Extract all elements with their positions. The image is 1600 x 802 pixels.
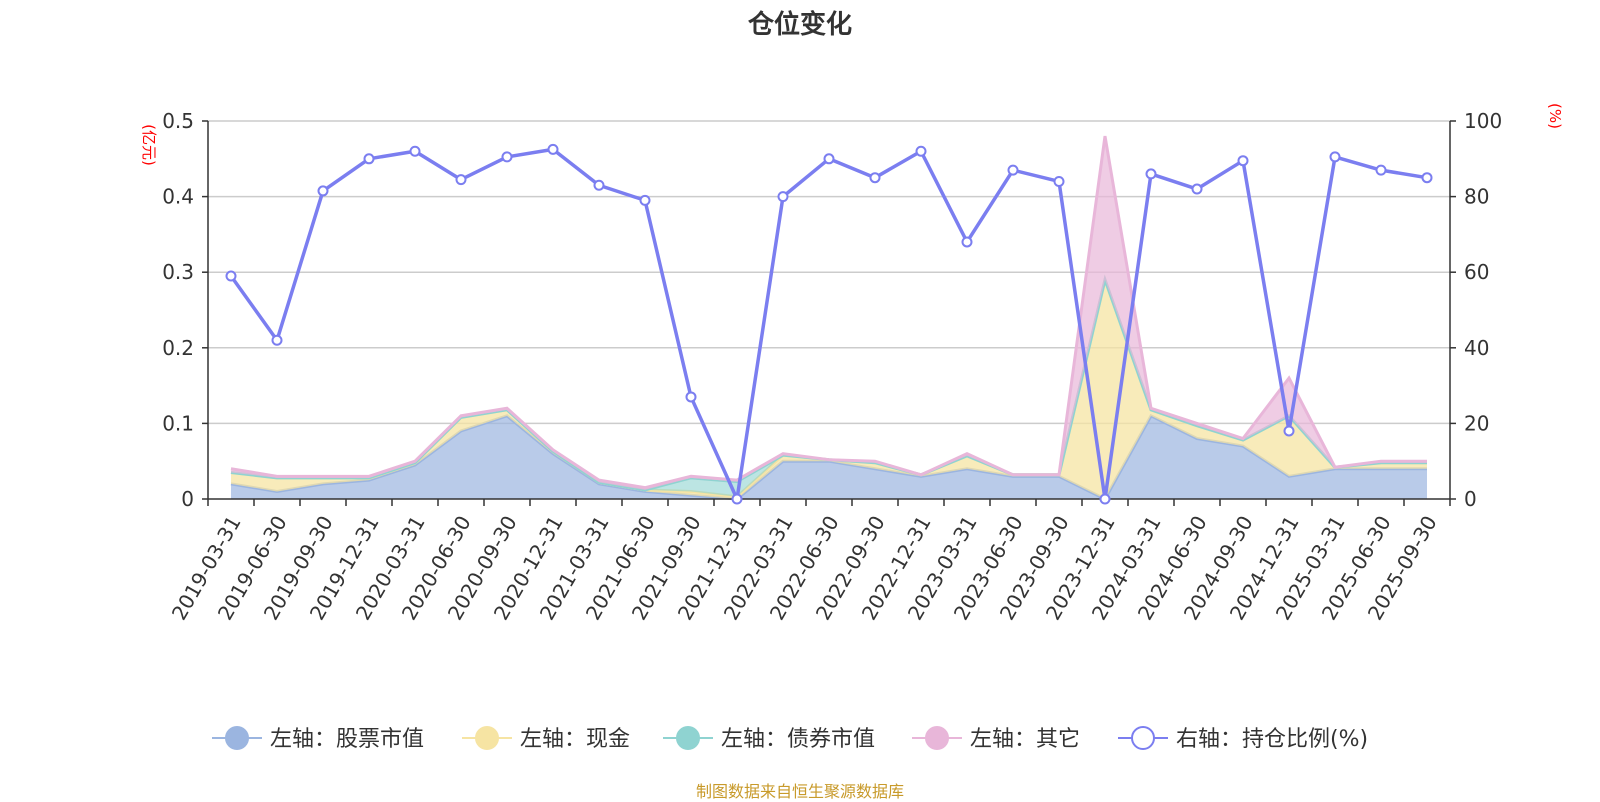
legend: 左轴：股票市值 左轴：现金 左轴：债券市值 左轴：其它 右轴：持仓比例(%)	[212, 726, 1368, 752]
ratio-point	[317, 185, 329, 197]
chart-title: 仓位变化	[747, 10, 852, 40]
stacked-areas	[230, 135, 1427, 501]
legend-label: 左轴：现金	[520, 727, 630, 752]
legend-label: 左轴：其它	[970, 727, 1080, 752]
ratio-point	[225, 270, 237, 282]
left-axis-unit: (亿元)	[140, 124, 158, 166]
left-tick-label: 0.1	[162, 411, 194, 435]
right-tick-label: 40	[1464, 336, 1489, 360]
ratio-point	[1283, 425, 1295, 437]
ratio-point	[271, 334, 283, 346]
ratio-point	[1237, 155, 1249, 167]
ratio-point	[409, 145, 421, 157]
legend-label: 右轴：持仓比例(%)	[1176, 727, 1368, 752]
ratio-point	[455, 174, 467, 186]
ratio-point	[1099, 493, 1111, 505]
legend-marker	[925, 726, 949, 750]
ratio-point	[363, 153, 375, 165]
left-tick-label: 0	[181, 487, 194, 511]
axes: 00.10.20.30.40.50204060801002019-03-3120…	[140, 103, 1564, 624]
left-tick-label: 0.3	[162, 260, 194, 284]
ratio-point	[1145, 168, 1157, 180]
ratio-point	[501, 151, 513, 163]
legend-marker	[1131, 726, 1155, 750]
ratio-point	[1329, 151, 1341, 163]
ratio-point	[1421, 172, 1433, 184]
legend-item-ratio[interactable]: 右轴：持仓比例(%)	[1118, 726, 1368, 752]
ratio-point	[823, 153, 835, 165]
ratio-point	[731, 493, 743, 505]
ratio-line-series	[225, 143, 1433, 505]
right-tick-label: 80	[1464, 185, 1489, 209]
ratio-point	[639, 194, 651, 206]
left-tick-label: 0.5	[162, 109, 194, 133]
area-cash	[231, 279, 1427, 499]
legend-item-other[interactable]: 左轴：其它	[912, 726, 1080, 752]
ratio-point	[593, 179, 605, 191]
ratio-point	[547, 143, 559, 155]
legend-item-cash[interactable]: 左轴：现金	[462, 726, 630, 752]
legend-marker	[475, 726, 499, 750]
legend-label: 左轴：债券市值	[721, 727, 875, 752]
ratio-point	[1375, 164, 1387, 176]
right-tick-label: 100	[1464, 109, 1502, 133]
right-axis-unit: (%)	[1546, 103, 1564, 129]
right-tick-label: 20	[1464, 411, 1489, 435]
ratio-point	[1053, 175, 1065, 187]
data-source-note: 制图数据来自恒生聚源数据库	[695, 782, 904, 801]
right-tick-label: 60	[1464, 260, 1489, 284]
ratio-point	[1191, 183, 1203, 195]
legend-item-stock[interactable]: 左轴：股票市值	[212, 726, 424, 752]
ratio-point	[685, 391, 697, 403]
ratio-point	[869, 172, 881, 184]
legend-item-bond[interactable]: 左轴：债券市值	[663, 726, 875, 752]
legend-marker	[225, 726, 249, 750]
left-tick-label: 0.4	[162, 185, 194, 209]
ratio-point	[1007, 164, 1019, 176]
right-tick-label: 0	[1464, 487, 1477, 511]
grid-lines	[208, 120, 1450, 425]
legend-label: 左轴：股票市值	[270, 727, 424, 752]
area-stock	[231, 415, 1427, 499]
line-other	[230, 135, 1427, 490]
ratio-point	[915, 145, 927, 157]
ratio-point	[961, 236, 973, 248]
legend-marker	[676, 726, 700, 750]
left-tick-label: 0.2	[162, 336, 194, 360]
ratio-point	[777, 191, 789, 203]
